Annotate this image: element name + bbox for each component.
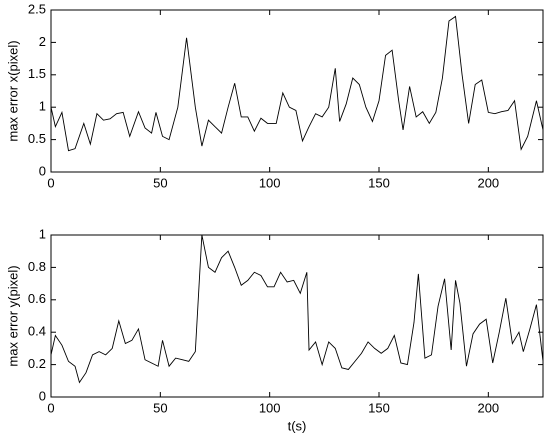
x-tick-label: 200: [477, 175, 499, 190]
y-tick-label: 0.5: [28, 131, 46, 146]
y-tick-label: 1.5: [28, 66, 46, 81]
y-tick-label: 2.5: [28, 1, 46, 16]
y-tick-label: 1: [39, 226, 46, 241]
y-tick-label: 1: [39, 99, 46, 114]
y-axis-label: max error x(pixel): [5, 40, 20, 141]
x-tick-label: 50: [153, 400, 167, 415]
x-tick-label: 200: [477, 400, 499, 415]
data-line: [50, 15, 544, 152]
x-tick-label: 0: [47, 175, 54, 190]
y-tick-label: 0.8: [28, 259, 46, 274]
x-tick-label: 100: [259, 400, 281, 415]
y-tick-label: 0.2: [28, 356, 46, 371]
axes-box: [50, 9, 544, 173]
y-axis-label: max error y(pixel): [5, 265, 20, 366]
y-tick-label: 0.4: [28, 324, 46, 339]
y-tick-label: 0.6: [28, 291, 46, 306]
x-tick-label: 100: [259, 175, 281, 190]
x-axis-label: t(s): [288, 418, 307, 433]
axes-box: [50, 234, 544, 398]
y-tick-label: 2: [39, 34, 46, 49]
x-tick-label: 50: [153, 175, 167, 190]
y-tick-label: 0: [39, 163, 46, 178]
y-tick-label: 0: [39, 388, 46, 403]
x-tick-label: 0: [47, 400, 54, 415]
x-tick-label: 150: [368, 400, 390, 415]
x-tick-label: 150: [368, 175, 390, 190]
data-line: [50, 234, 544, 384]
